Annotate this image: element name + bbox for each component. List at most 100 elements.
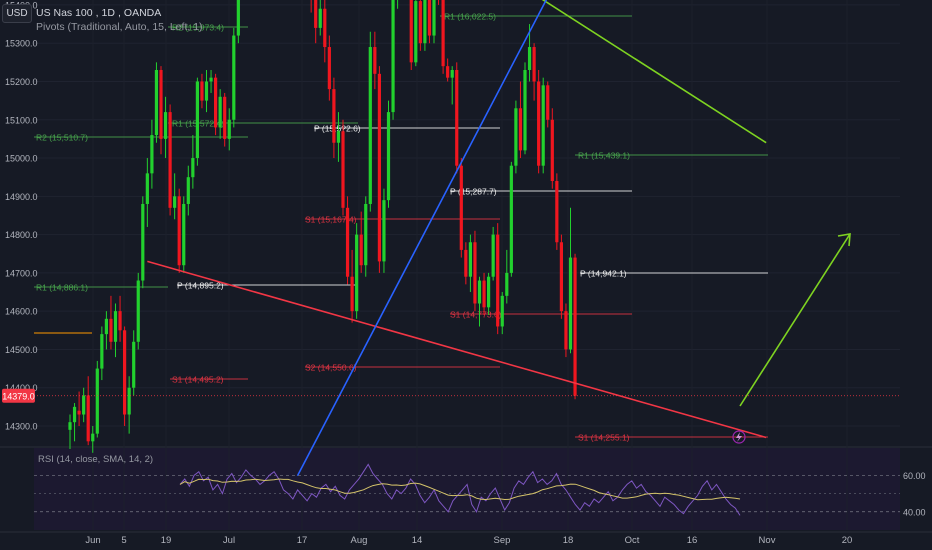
candle-body (141, 203, 145, 281)
candle-body (500, 295, 504, 327)
candle-body (546, 85, 550, 120)
lightning-icon-bolt (736, 432, 742, 442)
candle-body (441, 0, 445, 67)
candle-body (559, 242, 563, 312)
rsi-sma-line (179, 478, 741, 501)
candle-body (368, 47, 372, 204)
candle-body (223, 96, 227, 139)
candle-body (423, 0, 427, 44)
candle-body (527, 47, 532, 70)
candle-body (455, 69, 459, 166)
candle-body (537, 81, 541, 166)
candle-body (532, 47, 536, 82)
candle-body (418, 1, 422, 44)
candle-body (409, 0, 413, 63)
pivot-label: S1 (14,495.2) (172, 375, 224, 385)
candle-body (473, 242, 477, 304)
candle-body (159, 69, 163, 139)
candle-body (350, 276, 354, 312)
candle-body (177, 196, 181, 266)
candle-body (382, 200, 386, 262)
candle-body (573, 257, 577, 396)
arrow-head (837, 233, 851, 247)
candle-body (113, 311, 118, 342)
candle-body (355, 234, 359, 312)
candle-body (327, 47, 331, 90)
candle-body (336, 131, 341, 143)
rsi-line (179, 463, 741, 516)
candle-body (145, 173, 149, 204)
pivot-label: R2 (15,973.4) (172, 23, 224, 33)
y-tick-label: 14800.0 (5, 230, 38, 240)
trendline-lower-support (147, 260, 767, 439)
symbol-name: US Nas 100 (36, 7, 93, 19)
candle-body (218, 96, 222, 128)
y-tick-label: 15200.0 (5, 77, 38, 87)
candle-body (468, 242, 472, 277)
candle-body (432, 0, 436, 36)
candle-body (104, 318, 108, 335)
x-tick-label: 20 (842, 535, 853, 546)
price-tag-bg (2, 388, 35, 403)
candle-body (482, 280, 486, 308)
projection-arrow (739, 233, 851, 407)
candle-body (450, 69, 454, 78)
candle-body (127, 387, 131, 415)
candle-body (564, 311, 568, 350)
candle-body (364, 203, 368, 266)
candle-body (82, 395, 86, 415)
candle-body (209, 77, 213, 82)
candle-body (91, 433, 95, 442)
y-tick-label: 14700.0 (5, 268, 38, 278)
candle-body (182, 203, 186, 266)
candle-body (377, 73, 381, 262)
candle-body (200, 81, 204, 101)
x-tick-label: Sep (494, 535, 511, 546)
candle-body (109, 318, 113, 342)
candle-body (204, 81, 209, 101)
x-tick-label: 17 (297, 535, 308, 546)
candle-body (505, 272, 509, 296)
rsi-pane: 60.00 40.00 (34, 463, 926, 517)
candle-body (345, 207, 350, 277)
pivot-levels: R2 (15,973.4)R1 (16,022.5)R1 (15,572.4)R… (34, 12, 768, 443)
candle-body (227, 119, 231, 139)
y-tick-label: 14600.0 (5, 307, 38, 317)
candle-body (173, 196, 177, 208)
trendline-upper-resistance (541, 0, 767, 144)
y-tick-label: 14400.0 (5, 383, 38, 393)
candle-body (359, 234, 363, 266)
pivot-label: R1 (16,022.5) (444, 12, 496, 22)
pivot-label: S1 (14,773.6) (450, 310, 502, 320)
candle-body (163, 112, 168, 139)
pivot-label: R1 (15,439.1) (578, 151, 630, 161)
x-tick-label: Jul (223, 535, 235, 546)
candle-body (491, 234, 495, 277)
candle-body (150, 135, 154, 174)
y-tick-label: 14900.0 (5, 192, 38, 202)
candle-body (541, 85, 545, 166)
candle-body (314, 0, 318, 28)
candle-body (568, 257, 573, 350)
candle-body (123, 330, 127, 415)
candle-body (191, 158, 195, 178)
candle-body (509, 165, 513, 273)
y-tick-label: 15100.0 (5, 115, 38, 125)
pivot-label: R2 (15,510.7) (36, 133, 88, 143)
x-tick-label: 14 (412, 535, 423, 546)
candle-body (100, 334, 104, 369)
candle-body (487, 276, 491, 308)
candle-body (132, 341, 136, 388)
candle-body (550, 119, 554, 182)
pivots-indicator-label[interactable]: Pivots (Traditional, Auto, 15, Left, 1) (36, 21, 203, 33)
pivot-label: P (14,942.1) (580, 269, 627, 279)
currency-button[interactable]: USD (2, 4, 32, 23)
y-tick-label: 15000.0 (5, 154, 38, 164)
candle-body (427, 0, 432, 36)
price-tag-label: 14379.0 (2, 391, 35, 401)
x-tick-label: 5 (121, 535, 126, 546)
trendlines (147, 0, 767, 477)
trendline-rising-line (296, 0, 548, 477)
rsi-indicator-label[interactable]: RSI (14, close, SMA, 14, 2) (38, 454, 154, 465)
